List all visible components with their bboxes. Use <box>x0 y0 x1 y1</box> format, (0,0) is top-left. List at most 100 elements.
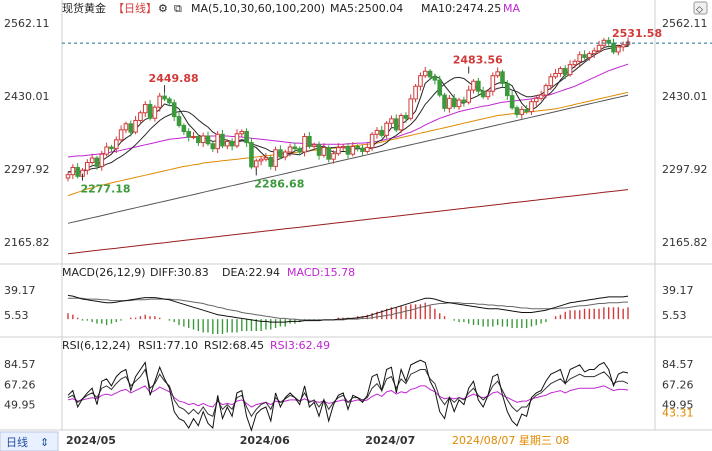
candle-body <box>577 54 583 62</box>
candle-body <box>109 146 114 150</box>
candle-body <box>538 94 544 99</box>
candle-body <box>220 133 225 147</box>
candle-body <box>292 146 298 150</box>
period-button-label: 日线 <box>6 435 28 449</box>
candle-body <box>138 112 143 121</box>
macd-diff: DIFF:30.83 <box>150 266 209 279</box>
candle-body <box>244 131 249 144</box>
dea-line <box>68 297 628 321</box>
candle-body <box>471 80 476 91</box>
date-axis: 2024/05 2024/06 2024/07 <box>66 434 415 447</box>
candle-body <box>533 97 539 103</box>
candle-body <box>268 157 274 167</box>
candle-body <box>186 131 191 138</box>
candle-body <box>611 42 616 53</box>
price-tick-right: 2297.92 <box>662 163 708 176</box>
period-tag[interactable]: 【日线】 <box>113 1 157 15</box>
candle-body <box>432 76 438 81</box>
macd-axis-left: 39.17 5.53 <box>4 284 36 322</box>
candle-body <box>519 108 525 115</box>
ma-label: MA(5,10,30,60,100,200) <box>191 2 325 15</box>
candle-body <box>85 161 90 171</box>
rsi2-value: RSI2:68.45 <box>204 339 264 352</box>
candle-body <box>572 60 578 66</box>
price-tick-right: 2562.11 <box>662 17 708 30</box>
candle-body <box>490 75 496 92</box>
candle-body <box>408 98 414 119</box>
candle-body <box>311 144 317 147</box>
candle-body <box>403 115 409 119</box>
period-button[interactable] <box>0 431 59 451</box>
candle-body <box>89 157 95 163</box>
rsi-axis-left: 84.57 67.26 49.95 <box>4 358 36 411</box>
annotation-low: 2286.68 <box>254 177 304 190</box>
candle-body <box>543 85 549 96</box>
candle-body <box>302 136 307 153</box>
candle-body <box>113 139 119 150</box>
candle-body <box>485 90 491 98</box>
candle-body <box>447 97 452 109</box>
rsi-axis-right: 84.57 67.26 49.95 <box>662 358 694 411</box>
candle-body <box>442 94 447 109</box>
candle-body <box>451 97 457 108</box>
macd-tick-right: 39.17 <box>662 284 694 297</box>
candle-body <box>273 149 278 167</box>
candle-body <box>167 98 172 104</box>
candle-body <box>398 115 404 131</box>
candle-body <box>620 44 626 48</box>
candle-body <box>162 95 167 100</box>
candle-body <box>500 71 505 84</box>
price-tick-left: 2297.92 <box>4 163 50 176</box>
price-annotations: 2449.88 2483.56 2531.58 2277.18 2286.68 <box>80 27 662 196</box>
candle-body <box>133 119 138 133</box>
candle-body <box>157 95 163 108</box>
candle-body <box>374 129 380 135</box>
candle-body <box>456 99 462 108</box>
candle-body <box>118 129 124 141</box>
candle-body <box>229 140 235 147</box>
macd-tick-left: 39.17 <box>4 284 36 297</box>
candle-body <box>336 147 341 155</box>
candle-body <box>384 122 389 136</box>
candle-body <box>249 142 254 168</box>
expand-button[interactable] <box>693 1 708 15</box>
chart-title: 现货黄金 <box>62 1 106 15</box>
candle-body <box>582 54 587 58</box>
ma-more[interactable]: MA <box>503 2 520 15</box>
macd-lines <box>67 294 629 323</box>
candle-body <box>239 131 245 135</box>
candle-body <box>360 147 365 152</box>
candle-body <box>99 153 105 167</box>
candle-icon: ⧉ <box>174 2 182 15</box>
candle-body <box>94 157 100 167</box>
candle-body <box>466 89 471 103</box>
ma100-line <box>67 94 629 224</box>
candle-body <box>495 71 500 77</box>
macd-value: MACD:15.78 <box>287 266 355 279</box>
annotation-high: 2531.58 <box>612 27 662 40</box>
candle-body <box>331 153 336 160</box>
candle-body <box>196 136 201 144</box>
rsi3-value: RSI3:62.49 <box>270 339 330 352</box>
candle-body <box>200 135 206 144</box>
candle-body <box>596 44 602 52</box>
candle-body <box>505 82 510 97</box>
candle-body <box>287 146 293 153</box>
candle-body <box>123 123 129 131</box>
rsi1-value: RSI1:77.10 <box>138 339 198 352</box>
candle-body <box>210 143 216 150</box>
candle-body <box>215 133 220 150</box>
candle-body <box>422 70 428 77</box>
rsi-tick-right: 49.95 <box>662 399 694 412</box>
rsi-tick-right: 84.57 <box>662 358 694 371</box>
candle-body <box>476 80 481 92</box>
candle-body <box>152 106 158 119</box>
macd-tick-left: 5.53 <box>4 309 29 322</box>
cursor-date: 2024/08/07 星期三 08 <box>452 434 569 447</box>
candle-body <box>70 166 76 176</box>
candle-body <box>321 147 327 156</box>
settings-icon[interactable]: ⚙ <box>158 2 168 15</box>
candle-body <box>75 166 80 177</box>
period-dropdown-icon[interactable]: ⇕ <box>40 436 49 449</box>
